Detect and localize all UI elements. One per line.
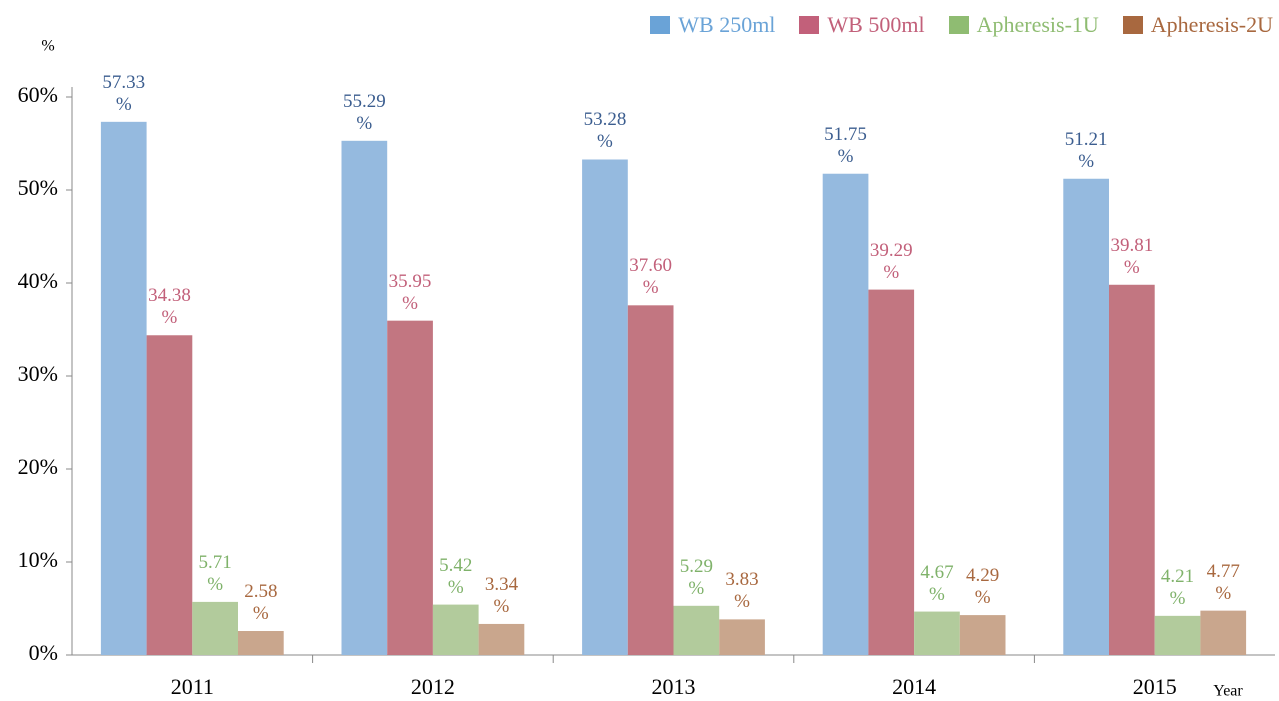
bar [673, 605, 720, 655]
data-label: 5.71 % [198, 551, 232, 595]
legend-label: WB 500ml [827, 12, 925, 37]
data-label: 35.95 % [388, 270, 432, 314]
bar [822, 173, 869, 655]
bar [238, 631, 284, 655]
data-label: 4.29 % [966, 565, 1000, 609]
data-label: 53.28 % [583, 109, 627, 153]
bar [959, 615, 1006, 655]
data-label: 2.58 % [244, 581, 278, 624]
data-label: 51.21 % [1064, 128, 1108, 172]
x-tick-label: 2011 [171, 674, 214, 699]
legend-item: WB 500ml [799, 12, 925, 38]
bar [914, 611, 960, 655]
bar [478, 623, 525, 655]
data-label: 3.34 % [484, 573, 519, 617]
bar [387, 320, 433, 655]
x-tick-label: 2012 [411, 674, 455, 699]
y-axis-label: % [41, 38, 54, 55]
legend-item: WB 250ml [650, 12, 775, 38]
y-tick-label: 20% [18, 454, 58, 479]
bar [627, 305, 674, 655]
y-tick-label: 50% [18, 175, 58, 200]
bar [719, 619, 765, 655]
data-label: 37.60 % [629, 255, 673, 299]
legend-swatch [799, 16, 820, 34]
x-axis-label: Year [1213, 683, 1243, 700]
bar [868, 289, 915, 655]
data-label: 55.29 % [342, 90, 386, 134]
data-label: 4.67 % [920, 561, 954, 605]
data-label: 39.29 % [869, 239, 913, 283]
x-tick-label: 2013 [652, 674, 696, 699]
data-label: 4.21 % [1160, 565, 1195, 609]
bar [1200, 610, 1247, 655]
legend-item: Apheresis-2U [1122, 12, 1273, 38]
data-label: 4.77 % [1206, 560, 1240, 604]
y-tick-label: 30% [18, 361, 58, 386]
data-label: 39.81 % [1110, 234, 1154, 278]
bar [146, 335, 193, 655]
legend-swatch [650, 16, 671, 34]
bar [432, 604, 479, 655]
y-tick-label: 60% [18, 82, 58, 107]
bar [341, 140, 388, 656]
data-label: 5.42 % [439, 554, 473, 598]
data-label: 34.38 % [148, 285, 191, 329]
bar [1063, 178, 1109, 655]
bar [582, 159, 628, 655]
legend: WB 250ml WB 500ml Apheresis-1U Apheresis-2U [650, 12, 1273, 38]
legend-label: WB 250ml [678, 12, 776, 37]
x-tick-label: 2014 [892, 674, 936, 699]
data-label: 51.75 % [824, 123, 867, 167]
bar [1109, 284, 1155, 655]
bar [192, 601, 238, 655]
data-label: 3.83 % [725, 569, 759, 613]
data-label: 5.29 % [679, 555, 713, 599]
legend-label: Apheresis-1U [976, 12, 1099, 37]
y-tick-label: 10% [18, 547, 58, 572]
legend-swatch [948, 16, 969, 34]
y-tick-label: 0% [29, 640, 58, 665]
y-tick-label: 40% [18, 268, 58, 293]
legend-label: Apheresis-2U [1150, 12, 1273, 37]
x-tick-label: 2015 [1133, 674, 1177, 699]
data-label: 57.33 % [102, 71, 146, 115]
legend-item: Apheresis-1U [948, 12, 1099, 38]
legend-swatch [1122, 16, 1143, 34]
bar [1154, 615, 1201, 655]
bar [100, 121, 147, 656]
